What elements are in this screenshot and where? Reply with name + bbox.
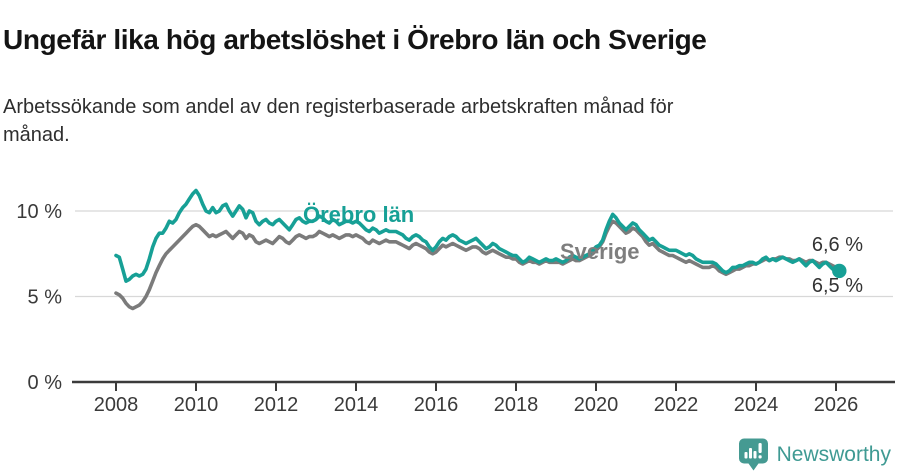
newsworthy-logo[interactable]: Newsworthy (738, 438, 891, 471)
x-axis-label: 2020 (574, 394, 619, 416)
chart-subtitle: Arbetssökande som andel av den registerb… (3, 96, 674, 146)
newsworthy-brand-text: Newsworthy (776, 442, 891, 466)
x-axis-label: 2010 (174, 394, 219, 416)
x-axis-label: 2018 (494, 394, 539, 416)
x-axis-label: 2026 (814, 394, 859, 416)
x-axis-label: 2022 (654, 394, 699, 416)
x-axis-label: 2012 (254, 394, 299, 416)
series-label-orebro: Örebro län (303, 202, 415, 227)
x-axis-label: 2024 (734, 394, 779, 416)
x-axis-label: 2014 (334, 394, 379, 416)
y-axis-label: 10 % (16, 201, 62, 223)
y-axis-label: 5 % (28, 287, 63, 309)
newsworthy-icon (738, 438, 768, 471)
series-line-orebro (114, 188, 842, 283)
series-label-sverige: Sverige (560, 239, 640, 264)
endpoint-dot-orebro (832, 263, 847, 279)
page-title: Ungefär lika hög arbetslöshet i Örebro l… (3, 23, 707, 55)
end-value-label-orebro: 6,5 % (811, 275, 863, 297)
end-value-label-sverige: 6,6 % (811, 234, 863, 256)
x-axis-label: 2016 (414, 394, 459, 416)
x-axis-label: 2008 (94, 394, 139, 416)
series-line-sverige (114, 219, 842, 311)
y-axis-label: 0 % (28, 372, 63, 394)
